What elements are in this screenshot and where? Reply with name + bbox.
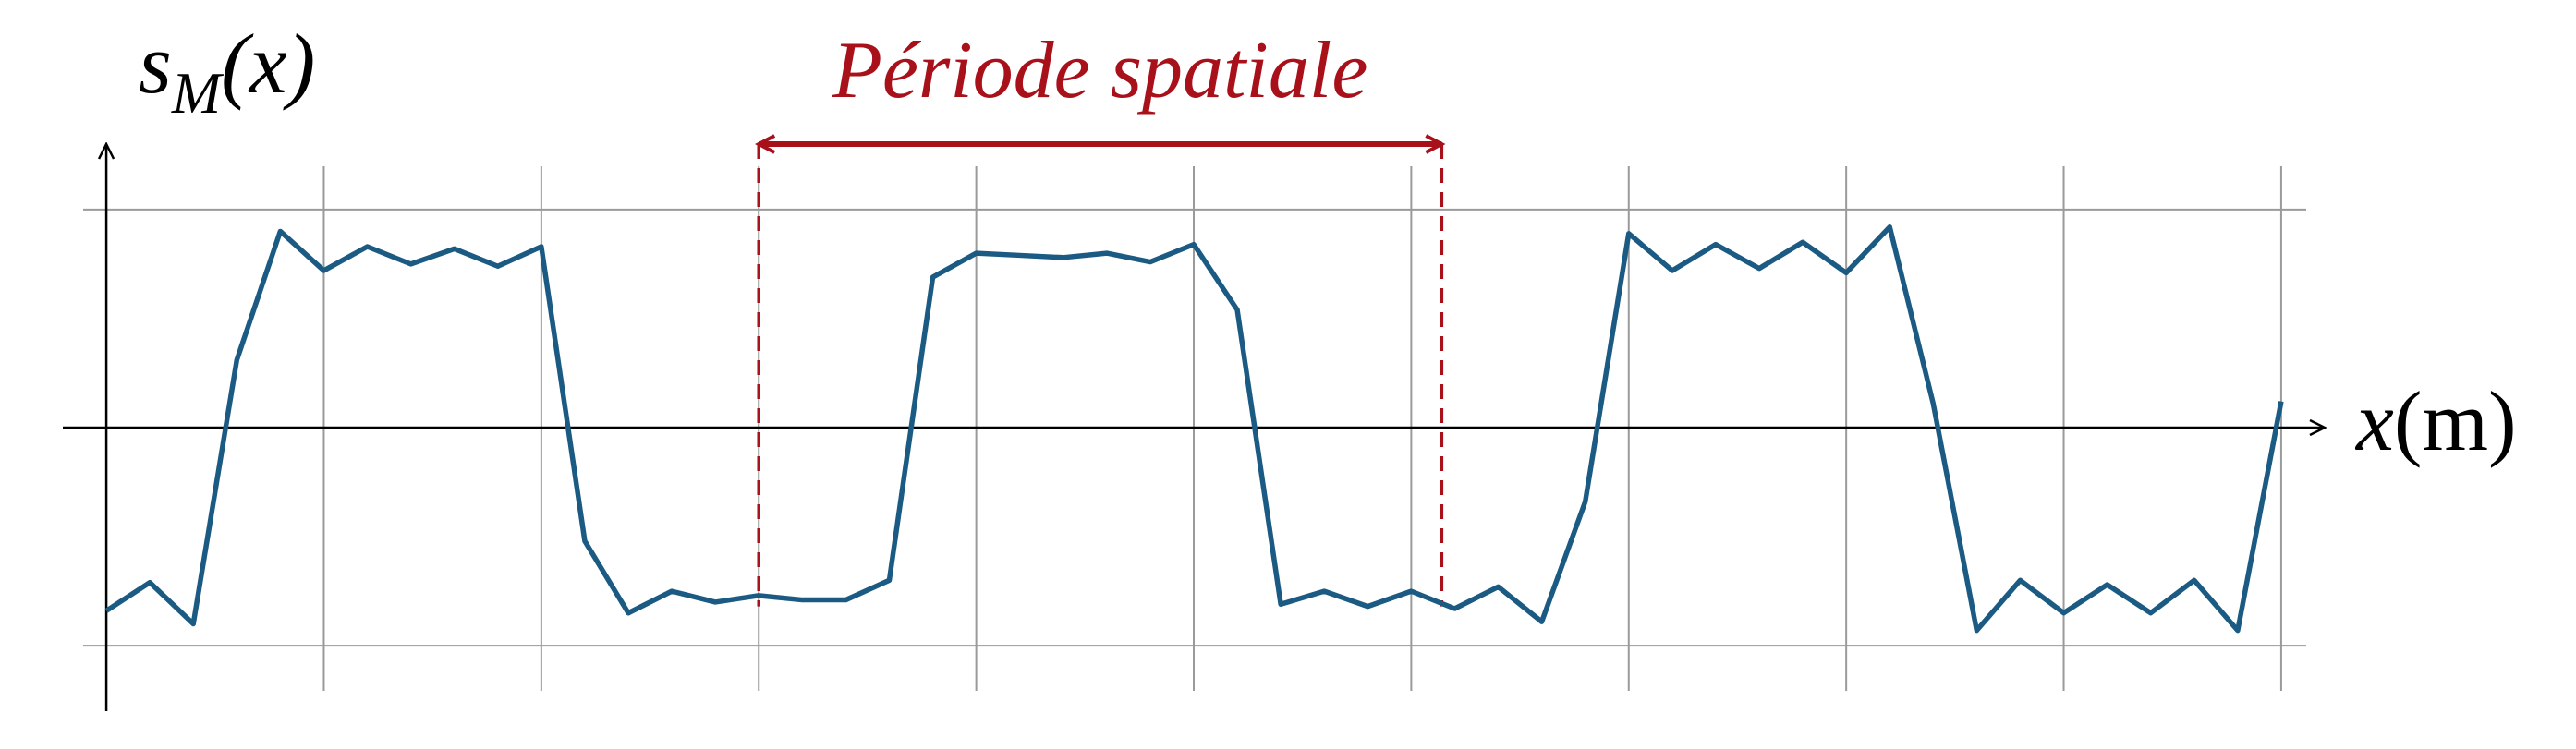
x-axis-label: x(m) [2354,374,2517,468]
x-label-base: x [2354,374,2394,468]
y-label-base: s [139,17,172,111]
y-label-sub: M [171,60,225,126]
annotation: Période spatiale [759,26,1441,607]
series-line [104,223,2284,634]
period-label: Période spatiale [832,26,1367,115]
y-label-rest: (x) [221,17,315,111]
axes [63,144,2325,711]
y-axis-label: sM(x) [139,17,315,126]
x-label-unit: (m) [2394,374,2517,468]
plot [104,223,2284,634]
